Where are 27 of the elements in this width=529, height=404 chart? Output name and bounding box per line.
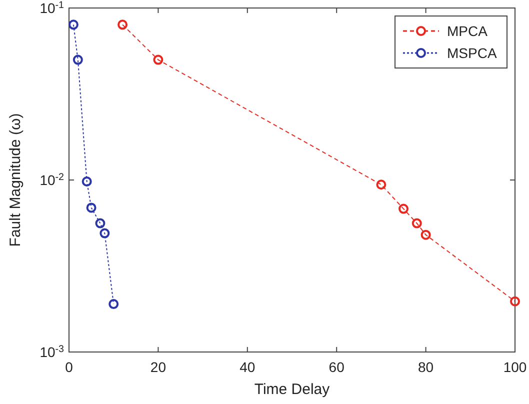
- point: [86, 202, 96, 213]
- y-tick-label: 10$^{-3}$: [40, 344, 65, 360]
- point: [72, 54, 83, 65]
- point: [420, 230, 431, 240]
- x-tick-label: 20: [150, 359, 166, 375]
- point: [412, 218, 422, 228]
- legend-label: MPCA: [447, 23, 488, 39]
- legend-label: MSPCA: [447, 45, 498, 61]
- point: [153, 54, 164, 65]
- point: [68, 20, 78, 30]
- point: [510, 296, 520, 306]
- x-axis-title: Time Delay: [254, 381, 330, 398]
- point: [82, 176, 92, 187]
- y-tick-label: 10$^{-1}$: [40, 0, 64, 16]
- point: [118, 20, 128, 30]
- point: [95, 218, 106, 228]
- x-tick-label: 60: [328, 359, 345, 375]
- point: [100, 228, 110, 238]
- y-tick-label: 10$^{-2}$: [40, 172, 64, 188]
- x-tick-label: 40: [240, 359, 256, 375]
- x-tick-label: 0: [65, 359, 74, 375]
- y-axis-title: Fault Magnitude (ω): [7, 113, 24, 247]
- x-tick-label: 100: [503, 359, 527, 375]
- point: [376, 180, 386, 190]
- point: [398, 204, 408, 214]
- x-tick-label: 80: [418, 359, 434, 375]
- point: [108, 299, 119, 310]
